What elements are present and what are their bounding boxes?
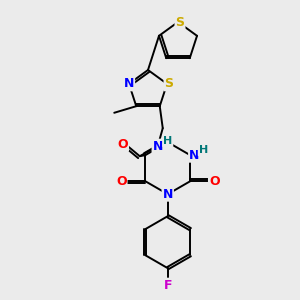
Text: S: S — [164, 77, 173, 90]
Text: H: H — [163, 136, 172, 146]
Text: N: N — [153, 140, 163, 153]
Text: N: N — [163, 188, 173, 201]
Text: O: O — [209, 175, 220, 188]
Text: H: H — [199, 145, 208, 155]
Text: N: N — [124, 77, 134, 90]
Text: F: F — [164, 279, 172, 292]
Text: N: N — [189, 149, 200, 162]
Text: O: O — [117, 138, 128, 151]
Text: O: O — [116, 175, 127, 188]
Text: S: S — [176, 16, 184, 28]
